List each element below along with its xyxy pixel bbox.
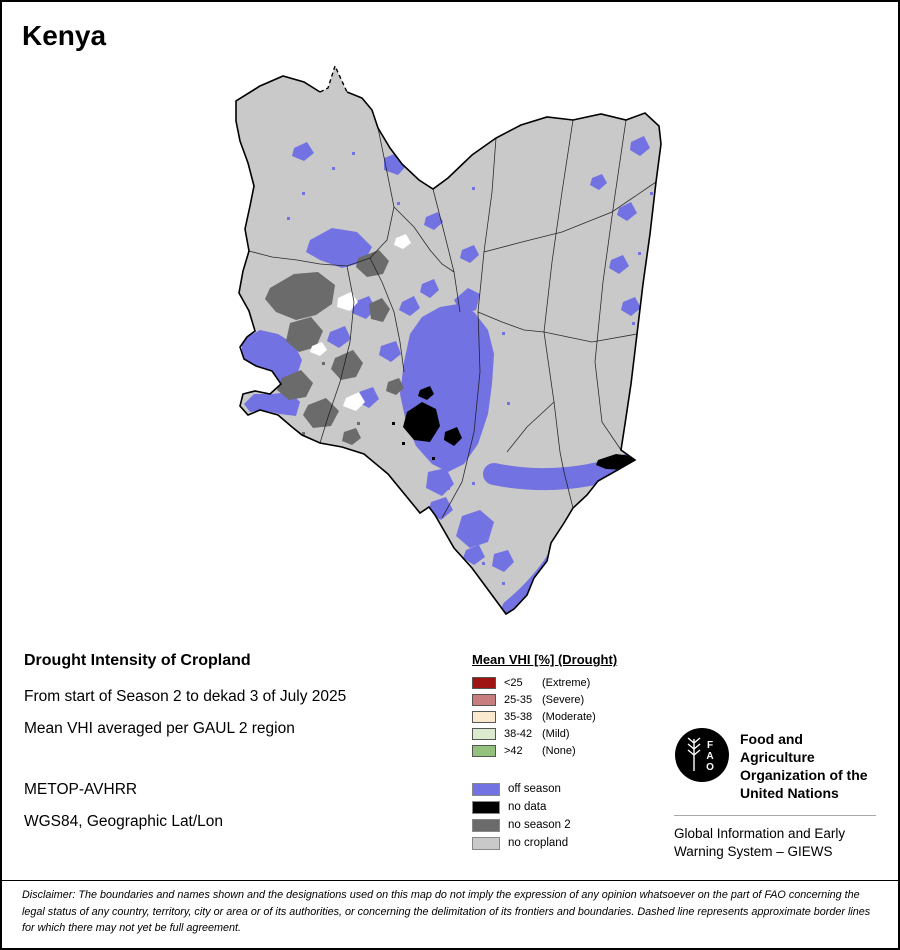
map-period-line: From start of Season 2 to dekad 3 of Jul… <box>24 688 347 705</box>
legend-swatch-moderate <box>472 710 496 723</box>
legend-swatch-no-data <box>472 800 500 814</box>
giews-label: Global Information and Early Warning Sys… <box>674 825 846 859</box>
no-season2-regions <box>265 250 404 445</box>
legend-item-severe: 25-35 (Severe) <box>472 691 682 708</box>
admin-boundaries <box>248 119 657 519</box>
legend-title: Mean VHI [%] (Drought) <box>472 652 618 667</box>
fao-org-name: Food and Agriculture Organization of the… <box>740 731 868 801</box>
legend-value: 35-38 <box>504 710 533 723</box>
fao-divider <box>674 814 876 816</box>
legend-label: no data <box>508 801 547 813</box>
country-border <box>235 75 662 616</box>
legend-item-none: >42 (None) <box>472 742 682 759</box>
legend-name: (Mild) <box>542 727 570 740</box>
legend-name: (Extreme) <box>542 676 591 689</box>
legend-label: no season 2 <box>508 819 571 831</box>
fao-giews-block: F A O Food and Agriculture Organization … <box>674 727 884 861</box>
legend-swatch-none <box>472 744 496 757</box>
map-aggregation-line: Mean VHI averaged per GAUL 2 region <box>24 720 295 737</box>
disclaimer-divider <box>2 880 898 881</box>
legend-label: off season <box>508 783 561 795</box>
legend-coverage-classes: off season no data no season 2 no cropla… <box>472 780 682 852</box>
svg-text:A: A <box>706 751 713 762</box>
legend-swatch-mild <box>472 727 496 740</box>
svg-text:O: O <box>706 762 714 773</box>
legend-item-off-season: off season <box>472 780 682 798</box>
map-subject-heading: Drought Intensity of Cropland <box>24 652 251 669</box>
legend-item-no-data: no data <box>472 798 682 816</box>
legend-item-moderate: 35-38 (Moderate) <box>472 708 682 725</box>
legend-swatch-no-season2 <box>472 818 500 832</box>
legend-name: (None) <box>542 744 576 757</box>
legend: Mean VHI [%] (Drought) <25 (Extreme) 25-… <box>472 652 682 852</box>
disclaimer-text: Disclaimer: The boundaries and names sho… <box>22 889 871 935</box>
map-sensor-line: METOP-AVHRR <box>24 781 138 798</box>
legend-swatch-extreme <box>472 676 496 689</box>
fao-logo-icon: F A O <box>675 728 729 782</box>
page-title: Kenya <box>22 20 107 51</box>
map-projection-line: WGS84, Geographic Lat/Lon <box>24 813 224 830</box>
svg-text:F: F <box>707 740 713 751</box>
legend-value: >42 <box>504 744 523 757</box>
legend-swatch-severe <box>472 693 496 706</box>
legend-name: (Severe) <box>542 693 585 706</box>
legend-swatch-off-season <box>472 782 500 796</box>
legend-value: <25 <box>504 676 523 689</box>
legend-item-mild: 38-42 (Mild) <box>472 725 682 742</box>
legend-value: 38-42 <box>504 727 533 740</box>
legend-item-no-season2: no season 2 <box>472 816 682 834</box>
legend-drought-classes: <25 (Extreme) 25-35 (Severe) 35-38 (Mode… <box>472 674 682 759</box>
legend-value: 25-35 <box>504 693 533 706</box>
legend-label: no cropland <box>508 837 569 849</box>
legend-item-no-cropland: no cropland <box>472 834 682 852</box>
legend-item-extreme: <25 (Extreme) <box>472 674 682 691</box>
legend-swatch-no-cropland <box>472 836 500 850</box>
legend-name: (Moderate) <box>542 710 596 723</box>
